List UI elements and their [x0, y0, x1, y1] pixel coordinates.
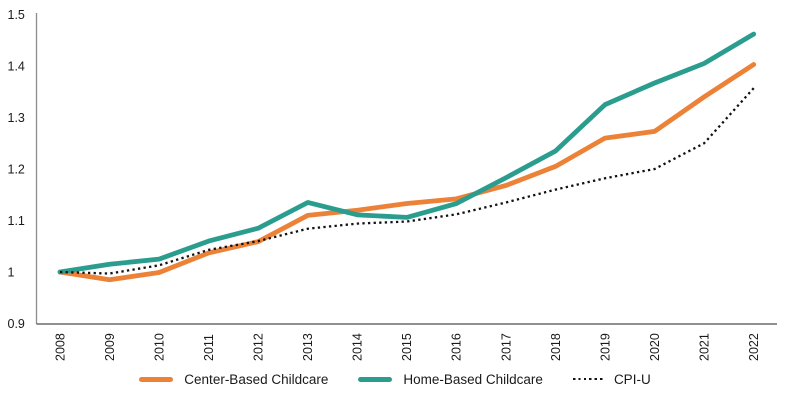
x-tick-label: 2022 [747, 333, 761, 361]
x-tick-label: 2017 [499, 333, 513, 361]
legend-label-center-based: Center-Based Childcare [184, 371, 329, 387]
x-tick-label: 2020 [648, 333, 662, 361]
legend-item-center-based: Center-Based Childcare [139, 372, 328, 387]
x-tick-label: 2019 [598, 333, 612, 361]
y-tick-label: 1.4 [8, 59, 25, 73]
x-tick-label: 2013 [301, 333, 315, 361]
y-axis: 0.9 1 1.1 1.2 1.3 1.4 1.5 [8, 8, 38, 331]
legend-item-cpi-u: CPI-U [572, 371, 651, 387]
x-tick-label: 2015 [400, 333, 414, 361]
y-tick-label: 0.9 [8, 317, 25, 331]
x-tick-label: 2021 [697, 333, 711, 361]
y-tick-label: 1.3 [8, 111, 25, 125]
cpi-u-dotted-swatch-icon [572, 377, 603, 381]
y-tick-label: 1 [8, 265, 15, 279]
x-tick-label: 2008 [53, 333, 67, 361]
legend-label-home-based: Home-Based Childcare [403, 371, 543, 387]
legend: Center-Based Childcare Home-Based Childc… [0, 366, 790, 392]
x-tick-label: 2009 [103, 333, 117, 361]
series-line-cpi-u [59, 87, 755, 275]
x-tick-label: 2012 [252, 333, 266, 361]
x-axis: 2008 2009 2010 2011 2012 2013 2014 2015 2016 2017… [36, 323, 777, 361]
series-lines [57, 31, 757, 283]
x-tick-label: 2011 [202, 334, 216, 361]
y-tick-label: 1.1 [8, 214, 25, 228]
x-tick-label: 2010 [152, 333, 166, 361]
series-line-center-based-childcare [57, 62, 757, 283]
x-tick-label: 2016 [450, 333, 464, 361]
x-tick-label: 2018 [549, 333, 563, 361]
y-tick-label: 1.5 [8, 8, 25, 22]
y-tick-label: 1.2 [8, 162, 25, 176]
home-based-line-swatch-icon [358, 376, 393, 382]
legend-label-cpi-u: CPI-U [613, 371, 651, 387]
series-line-home-based-childcare [57, 31, 757, 275]
center-based-line-swatch-icon [139, 376, 174, 382]
legend-item-home-based: Home-Based Childcare [358, 372, 543, 387]
x-tick-label: 2014 [351, 333, 365, 361]
